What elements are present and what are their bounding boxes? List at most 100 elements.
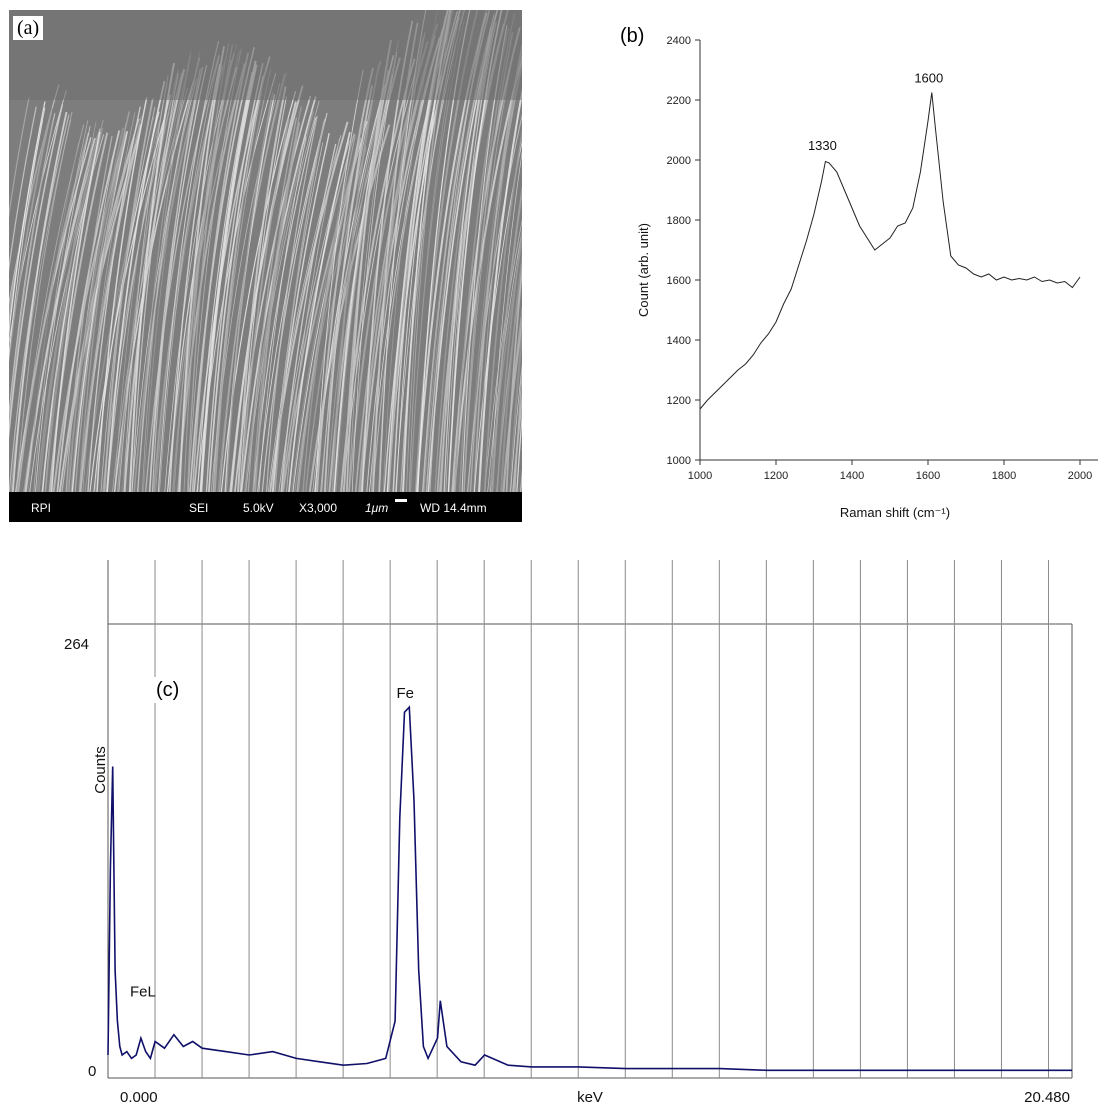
fiber-strand <box>514 365 522 492</box>
fiber-strand <box>237 86 287 492</box>
fiber-strand <box>484 219 522 492</box>
fiber-strand <box>45 121 97 492</box>
peak-label: 1600 <box>914 71 943 86</box>
fiber-strand <box>240 96 317 492</box>
y-tick-label: 1400 <box>667 335 691 347</box>
fiber-strand <box>315 69 364 492</box>
raman-chart: 1000 1200 1400 1600 1800 2000 2200 2400 1000 1200… <box>616 22 1098 520</box>
fiber-strand <box>9 104 64 440</box>
y-tick-label: 1000 <box>667 455 691 467</box>
x-tick-label: 1600 <box>916 470 940 482</box>
y-tick-label: 2000 <box>667 155 691 167</box>
fiber-strand <box>247 117 298 492</box>
fiber-strand <box>128 62 175 492</box>
fiber-strand <box>151 68 201 492</box>
y-tick-label-zero: 0 <box>88 1063 96 1080</box>
fiber-strand <box>505 262 522 492</box>
eds-series-line <box>107 705 1072 1072</box>
fiber-strand <box>50 131 101 492</box>
fiber-strand <box>118 73 183 492</box>
fiber-strand <box>18 124 85 492</box>
raman-chart-panel: 1000 1200 1400 1600 1800 2000 2200 2400 1000 1200… <box>600 8 1109 538</box>
fiber-strand <box>316 67 374 492</box>
fiber-strand <box>56 130 121 492</box>
fiber-strand <box>280 133 356 492</box>
fiber-strand <box>302 136 353 492</box>
fiber-strand <box>15 111 73 492</box>
fiber-strand <box>491 185 522 492</box>
fiber-strand <box>496 272 522 492</box>
sem-top-shadow <box>9 10 522 100</box>
fiber-strand <box>239 96 287 492</box>
fiber-strand <box>254 122 301 492</box>
fiber-strand <box>148 67 204 492</box>
x-tick-label-min: 0.000 <box>120 1089 158 1106</box>
raman-series-line <box>699 92 1081 410</box>
y-tick-label: 1200 <box>667 395 691 407</box>
nanotube-forest-image <box>9 10 522 492</box>
fiber-strand <box>116 69 179 492</box>
fiber-strand <box>9 120 54 436</box>
fiber-strand <box>286 138 341 492</box>
fiber-strand <box>261 112 328 492</box>
x-tick-label: 1800 <box>992 470 1016 482</box>
fiber-strand <box>35 126 91 492</box>
fiber-strand <box>78 122 128 492</box>
fiber-strand <box>144 55 220 492</box>
fiber-strand <box>466 113 522 492</box>
y-axis-title: Count (arb. unit) <box>636 223 651 317</box>
fiber-strand <box>106 80 166 492</box>
fiber-strand <box>323 85 373 492</box>
fiber-texture <box>9 10 522 492</box>
panel-a-label: (a) <box>13 16 44 40</box>
fiber-strand <box>38 134 99 492</box>
fiber-strand <box>288 131 351 492</box>
fiber-strand <box>9 101 46 338</box>
fiber-strand <box>82 112 136 492</box>
fiber-strand <box>490 150 522 492</box>
fiber-strand <box>512 391 522 492</box>
x-axis-title: keV <box>577 1089 603 1106</box>
fiber-strand <box>478 87 522 492</box>
fiber-strand <box>177 63 246 492</box>
fiber-strand <box>500 251 522 492</box>
x-axis-title: Raman shift (cm⁻¹) <box>840 505 950 520</box>
sem-voltage-text: 5.0kV <box>243 501 274 515</box>
fiber-strand <box>272 132 330 492</box>
fiber-strand <box>510 363 522 492</box>
fiber-strand <box>123 75 169 492</box>
fiber-strand <box>159 55 220 492</box>
fiber-strand <box>9 111 53 364</box>
y-tick-label-max: 264 <box>64 636 89 653</box>
fiber-strand <box>59 118 140 492</box>
y-tick-label: 1800 <box>667 215 691 227</box>
y-tick-label: 2400 <box>667 35 691 47</box>
fiber-strand <box>516 411 522 492</box>
fiber-strand <box>265 115 318 492</box>
sem-mode-text: SEI <box>189 501 209 515</box>
fiber-strand <box>9 107 46 360</box>
y-axis-title: Counts <box>92 746 109 794</box>
fiber-strand <box>258 137 307 492</box>
fiber-strand <box>509 324 522 492</box>
fiber-strand <box>335 68 393 492</box>
fiber-strand <box>149 64 208 492</box>
fiber-strand <box>71 130 129 492</box>
peak-label: Fe <box>396 685 414 702</box>
x-tick-label: 1000 <box>688 470 712 482</box>
fiber-strand <box>79 124 142 492</box>
fiber-strand <box>142 56 191 492</box>
fiber-strand <box>66 127 125 492</box>
y-tick-label: 1600 <box>667 275 691 287</box>
fiber-strand <box>70 111 131 492</box>
panel-c-label-group: (c) <box>153 677 189 703</box>
sem-lab-text: RPI <box>31 501 52 515</box>
fiber-strand <box>106 94 171 492</box>
fiber-strand <box>351 52 398 492</box>
fiber-strand <box>208 75 265 492</box>
eds-chart: 264 0 0.000 20.480 keV Counts Fe FeL (c) <box>64 560 1073 1106</box>
sem-wd-text: WD 14.4mm <box>420 501 487 515</box>
fiber-strand <box>291 120 366 492</box>
sem-info-bar: RPI SEI 5.0kV X3,000 1μm WD 14.4mm <box>9 492 522 522</box>
fiber-strand <box>9 119 44 326</box>
